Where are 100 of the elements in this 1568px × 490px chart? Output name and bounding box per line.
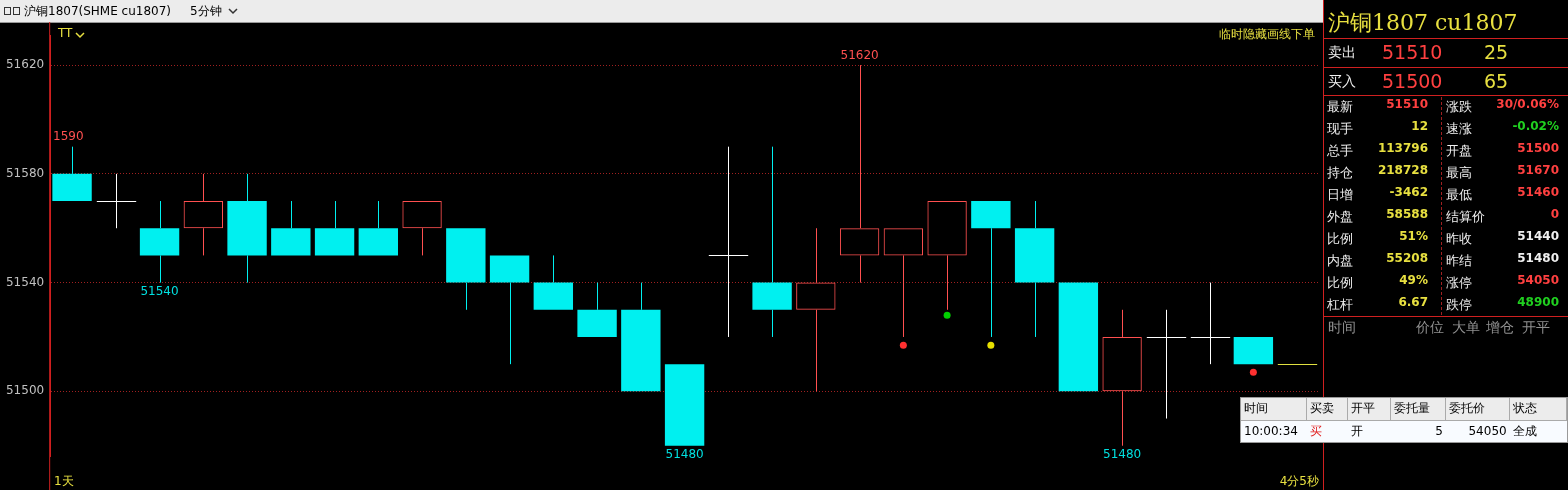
candlestick <box>1146 309 1187 420</box>
candlestick <box>1190 282 1231 365</box>
candlestick <box>227 173 267 284</box>
candlestick <box>971 201 1011 338</box>
chart-title: 沪铜1807(SHME cu1807) <box>24 3 172 20</box>
text: 委托价 <box>1449 401 1486 416</box>
candlestick <box>752 146 792 338</box>
text: 全成 <box>1512 423 1537 438</box>
text: -3462 <box>1389 185 1428 199</box>
candlestick <box>52 146 92 202</box>
text: 昨结 <box>1446 252 1472 270</box>
text: 开平 <box>1522 319 1550 337</box>
text: 最低 <box>1446 186 1472 204</box>
text: 速涨 <box>1446 120 1472 138</box>
text: 4分5秒 <box>1279 473 1319 490</box>
text: 比例 <box>1327 274 1353 292</box>
text: 大单 <box>1452 319 1480 337</box>
text: 51440 <box>1517 229 1559 243</box>
text: 开 <box>1350 423 1363 438</box>
text: 51510 <box>1386 97 1428 111</box>
text: 增仓 <box>1486 319 1514 337</box>
text: 沪铜1807 cu1807 <box>1328 9 1518 37</box>
text: 0 <box>1550 207 1559 221</box>
text: 25 <box>1484 41 1509 63</box>
candlestick <box>1014 200 1055 338</box>
text: 218728 <box>1377 163 1428 177</box>
text: 1天 <box>54 473 74 490</box>
point <box>987 341 995 349</box>
text: 时间 <box>1328 319 1356 337</box>
text: 涨停 <box>1446 274 1472 292</box>
text: 58588 <box>1386 207 1428 221</box>
text: 委托量 <box>1394 401 1431 416</box>
text: 外盘 <box>1327 208 1353 226</box>
text: 比例 <box>1327 230 1353 248</box>
candlestick <box>271 200 311 256</box>
text: 49% <box>1399 273 1428 287</box>
text: 总手 <box>1327 142 1353 160</box>
text: 65 <box>1484 70 1509 92</box>
text: 6.67 <box>1398 295 1428 309</box>
text: 51460 <box>1517 185 1559 199</box>
text: 现手 <box>1327 120 1353 138</box>
text: 涨跌 <box>1446 98 1472 116</box>
text: 54050 <box>1517 273 1559 287</box>
chart-subtitle: 5分钟 <box>190 3 222 20</box>
text: 最新 <box>1327 98 1353 116</box>
text: 开平 <box>1351 401 1376 416</box>
text: 51% <box>1399 229 1428 243</box>
text: 51500 <box>1517 141 1559 155</box>
text: 51670 <box>1517 163 1559 177</box>
text: 51480 <box>1517 251 1559 265</box>
annotation: 买 <box>1308 422 1323 440</box>
text: 日增 <box>1327 186 1353 204</box>
annotation: 临时隐藏画线下单 <box>1219 26 1315 43</box>
text: 内盘 <box>1327 252 1353 270</box>
text: 最高 <box>1446 164 1472 182</box>
text: 开盘 <box>1446 142 1472 160</box>
text: 51500 <box>1382 70 1443 92</box>
y-tick-label: 51500 <box>5 383 45 398</box>
annotation: 51620 <box>840 48 879 63</box>
candlestick <box>708 146 749 338</box>
candlestick <box>96 173 137 229</box>
y-tick-label: 51540 <box>5 274 45 289</box>
candlestick <box>489 255 530 365</box>
candlestick <box>533 254 574 310</box>
point <box>943 311 951 319</box>
text: -0.02% <box>1512 119 1559 133</box>
annotation: 51480 <box>665 446 704 461</box>
candlestick <box>314 200 355 256</box>
text: 12 <box>1411 119 1428 133</box>
y-tick-label: 51620 <box>5 57 45 72</box>
annotation: 时间 <box>1241 398 1307 420</box>
annotation: 51540 <box>140 283 179 298</box>
point <box>1249 368 1257 376</box>
text: 卖出 <box>1328 44 1356 62</box>
annotation: 51480 <box>1103 446 1142 461</box>
text: 持仓 <box>1327 164 1353 182</box>
text: 55208 <box>1386 251 1428 265</box>
text: 昨收 <box>1446 230 1472 248</box>
candlestick <box>358 200 399 256</box>
text: 48900 <box>1517 295 1559 309</box>
text: 51510 <box>1382 41 1443 63</box>
candlestick <box>621 282 661 392</box>
text: 状态 <box>1513 401 1538 416</box>
annotation: 1590 <box>53 129 84 143</box>
text: 买入 <box>1328 73 1356 91</box>
annotation: 买卖 <box>1306 398 1348 420</box>
text: 5 <box>1435 424 1443 439</box>
text: 30/0.06% <box>1496 97 1559 111</box>
annotation: 10:00:34 <box>1243 423 1299 441</box>
text: 54050 <box>1468 424 1507 439</box>
candlestick <box>139 200 180 284</box>
y-tick-label: 51580 <box>5 165 45 180</box>
point <box>899 341 907 349</box>
text: 结算价 <box>1446 208 1485 226</box>
text: 杠杆 <box>1327 296 1353 314</box>
text: 113796 <box>1377 141 1428 155</box>
candlestick <box>446 228 486 311</box>
annotation: TT <box>58 26 73 40</box>
text: 价位 <box>1416 319 1444 337</box>
candlestick <box>577 282 617 337</box>
